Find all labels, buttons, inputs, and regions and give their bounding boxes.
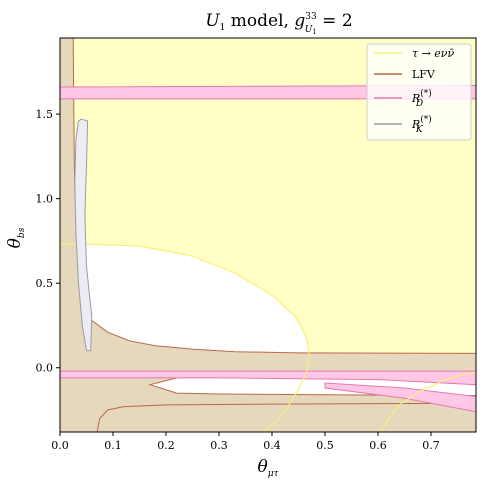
x-tick-label: 0.2 (157, 439, 175, 452)
y-tick-label: 0.0 (36, 362, 54, 375)
x-axis-label-base: θ (257, 457, 267, 477)
chart-title: U1 model, g33 U1 = 2 (205, 11, 352, 36)
y-axis: 0.0 0.5 1.0 1.5 (36, 108, 60, 375)
x-tick-label: 0.5 (316, 439, 334, 452)
legend-label: LFV (412, 68, 436, 81)
chart-title-g-sub: U (305, 25, 313, 35)
x-tick-label: 0.4 (263, 439, 281, 452)
y-axis-label-sub: bs (17, 227, 27, 238)
y-tick-label: 1.0 (36, 193, 54, 206)
chart-title-u: U (205, 11, 220, 31)
rd-band-bottom (60, 370, 476, 386)
legend: τ → eνν̄ LFV R(*) D R(*) K (366, 43, 472, 141)
legend-label: τ → eνν̄ (412, 47, 454, 60)
x-tick-label: 0.6 (369, 439, 387, 452)
chart-title-g-sup: 33 (305, 12, 317, 22)
legend-box (366, 43, 472, 141)
chart-title-g-sub2: 1 (312, 28, 316, 36)
tau-boundary-line-right (380, 372, 476, 432)
rk-region (74, 118, 93, 352)
x-tick-label: 0.7 (422, 439, 440, 452)
x-axis-label: θμτ (257, 457, 279, 479)
chart-title-u-sub: 1 (220, 23, 226, 33)
chart-title-rest: model, (225, 11, 294, 31)
x-tick-label: 0.3 (210, 439, 228, 452)
y-tick-label: 1.5 (36, 108, 54, 121)
x-tick-label: 0.1 (104, 439, 122, 452)
legend-label: R(*) K (411, 114, 432, 135)
x-axis: 0.0 0.1 0.2 0.3 0.4 0.5 0.6 0.7 (51, 432, 440, 452)
y-axis-label: θbs (5, 227, 27, 248)
plot-frame (59, 37, 477, 433)
tau-boundary-line (60, 243, 310, 432)
chart-title-g: g (294, 11, 305, 31)
lfv-lower-band (96, 402, 476, 432)
x-axis-label-sub: μτ (268, 469, 280, 479)
rd-band-bottom-tail (324, 382, 476, 413)
chart-title-eq: = 2 (317, 11, 353, 31)
y-axis-label-base: θ (5, 238, 25, 248)
legend-label: R(*) D (411, 88, 432, 109)
x-tick-label: 0.0 (51, 439, 69, 452)
y-tick-label: 0.5 (36, 277, 54, 290)
